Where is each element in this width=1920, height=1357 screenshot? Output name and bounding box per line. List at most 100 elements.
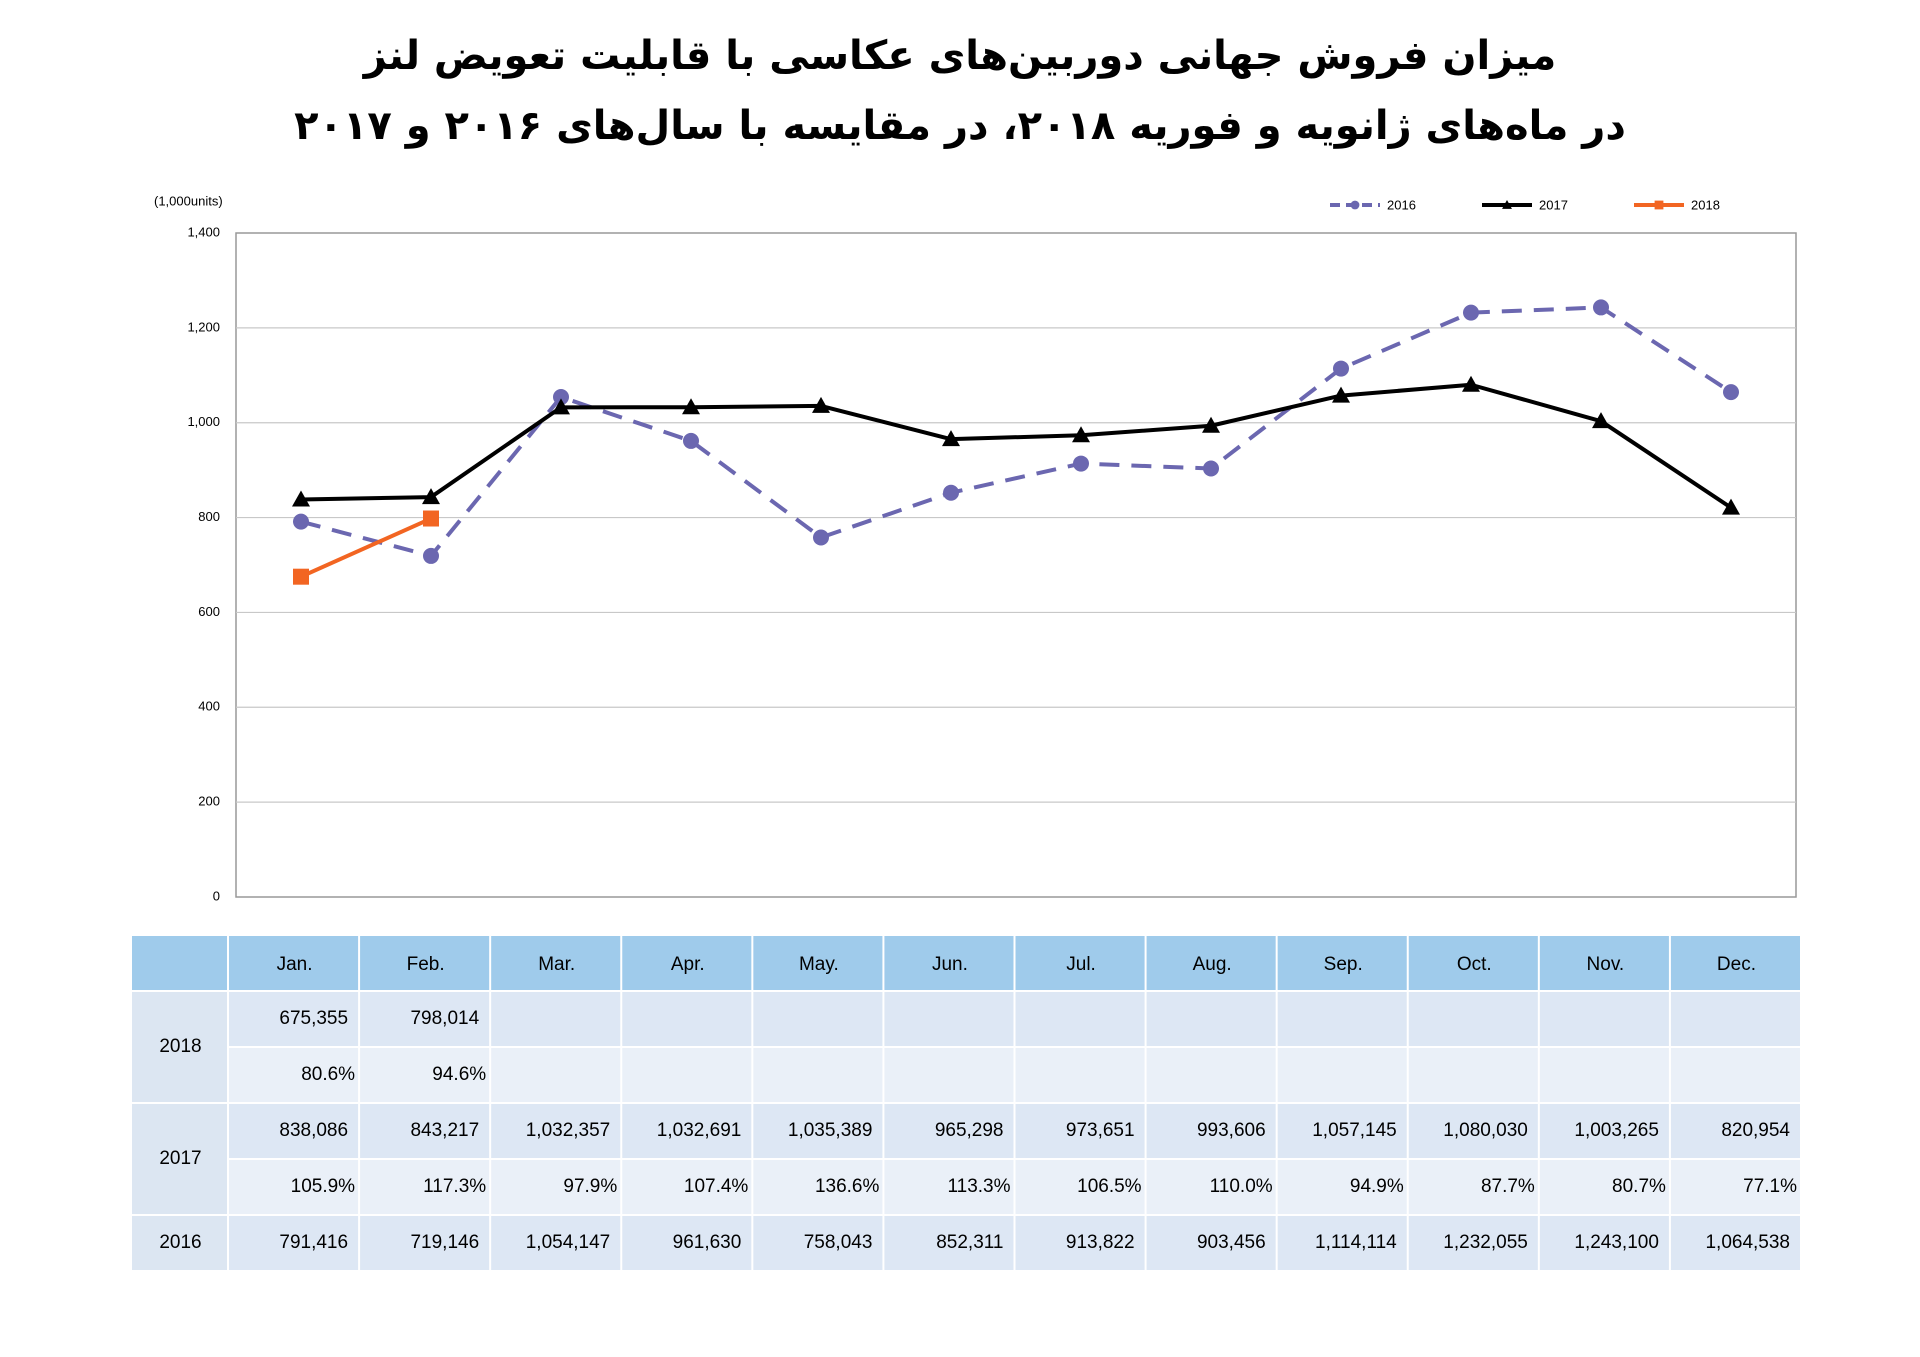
table-header-cell (491, 936, 621, 990)
table-header-cell (1408, 936, 1538, 990)
legend-marker (1502, 200, 1512, 209)
table-value: 94.9% (1350, 1176, 1404, 1197)
table-value: 791,416 (279, 1232, 348, 1253)
table-value: 80.6% (301, 1064, 355, 1085)
y-tick-label: 800 (198, 509, 220, 524)
table-header: Jan. (277, 954, 313, 975)
table-header: May. (799, 954, 839, 975)
series-line (300, 516, 432, 579)
table-value: 1,114,114 (1315, 1232, 1397, 1253)
data-point (422, 488, 440, 505)
table-cell (622, 1160, 752, 1214)
table-value: 97.9% (563, 1176, 617, 1197)
data-point (1333, 360, 1349, 377)
table-cell (884, 1160, 1014, 1214)
table-value: 1,232,055 (1443, 1232, 1528, 1253)
table-header: Apr. (671, 954, 705, 975)
table-cell (1539, 1048, 1669, 1102)
table-cell (491, 1216, 621, 1270)
table-value: 719,146 (410, 1232, 479, 1253)
table-value: 105.9% (291, 1176, 356, 1197)
y-tick-label: 1,400 (187, 224, 220, 239)
table-cell (753, 1104, 883, 1158)
data-point (813, 529, 829, 546)
table-cell (491, 1104, 621, 1158)
table-header: Jun. (932, 954, 968, 975)
table-header-cell (1670, 936, 1800, 990)
table-cell (1408, 1160, 1538, 1214)
table-header-cell (1539, 936, 1669, 990)
y-axis-label: (1,000units) (154, 193, 223, 208)
table-cell (1670, 1048, 1800, 1102)
table-header: Dec. (1717, 954, 1756, 975)
table-cell (622, 1104, 752, 1158)
y-tick-label: 600 (198, 604, 220, 619)
table-value: 852,311 (936, 1232, 1003, 1253)
table-row-label: 2016 (159, 1232, 201, 1253)
table-cell (884, 1216, 1014, 1270)
table-header-cell (1277, 936, 1407, 990)
table-cell (1539, 992, 1669, 1046)
table-value: 843,217 (410, 1120, 479, 1141)
table-value: 87.7% (1481, 1176, 1535, 1197)
table-value: 798,014 (410, 1008, 479, 1029)
data-point (1593, 299, 1609, 316)
table-value: 1,057,145 (1312, 1120, 1397, 1141)
data-point (943, 484, 959, 501)
table-cell (753, 1048, 883, 1102)
table-cell (622, 992, 752, 1046)
table-header-cell (622, 936, 752, 990)
table-value: 107.4% (684, 1176, 749, 1197)
table-header-cell (1015, 936, 1145, 990)
table-cell (1408, 992, 1538, 1046)
table-value: 913,822 (1066, 1232, 1135, 1253)
table-value: 1,003,265 (1574, 1120, 1659, 1141)
table-cell (360, 1104, 490, 1158)
table-cell (753, 1216, 883, 1270)
y-tick-label: 0 (213, 888, 220, 903)
data-point (1072, 426, 1090, 443)
table-cell (1146, 992, 1276, 1046)
table-cell (229, 1048, 359, 1102)
table-cell (622, 1216, 752, 1270)
table-cell (1146, 1216, 1276, 1270)
data-point (1203, 460, 1219, 477)
table-cell (1015, 1216, 1145, 1270)
table-row-label-cell (132, 1216, 227, 1270)
y-tick-label: 200 (198, 794, 220, 809)
y-tick-label: 1,000 (187, 414, 220, 429)
table-value: 136.6% (815, 1176, 880, 1197)
table-cell (1539, 1216, 1669, 1270)
data-point (682, 398, 700, 415)
chart-title: میزان فروش جهانی دوربین‌های عکاسی با قاب… (362, 33, 1556, 79)
data-point (1073, 455, 1089, 472)
table-header: Nov. (1587, 954, 1625, 975)
legend-marker (1654, 200, 1664, 210)
plot-frame (235, 232, 1797, 898)
legend-label: 2017 (1539, 197, 1568, 212)
data-point (553, 389, 569, 406)
table-value: 993,606 (1197, 1120, 1266, 1141)
table-row-label: 2017 (159, 1148, 201, 1169)
data-point (423, 510, 439, 527)
table-header-cell (884, 936, 1014, 990)
data-point (293, 568, 309, 585)
data-point (293, 513, 309, 530)
table-header: Aug. (1193, 954, 1232, 975)
table-cell (884, 992, 1014, 1046)
table-value: 820,954 (1721, 1120, 1790, 1141)
table-header-cell (132, 936, 227, 990)
table-cell (1539, 1104, 1669, 1158)
data-point (292, 490, 310, 507)
table-cell (1146, 1104, 1276, 1158)
table-header-cell (360, 936, 490, 990)
table-cell (1408, 1216, 1538, 1270)
table-cell (1146, 1160, 1276, 1214)
y-tick-label: 400 (198, 699, 220, 714)
table-value: 80.7% (1612, 1176, 1666, 1197)
table-cell (360, 1216, 490, 1270)
table-cell (1277, 1160, 1407, 1214)
table-cell (360, 1048, 490, 1102)
table-value: 758,043 (804, 1232, 873, 1253)
